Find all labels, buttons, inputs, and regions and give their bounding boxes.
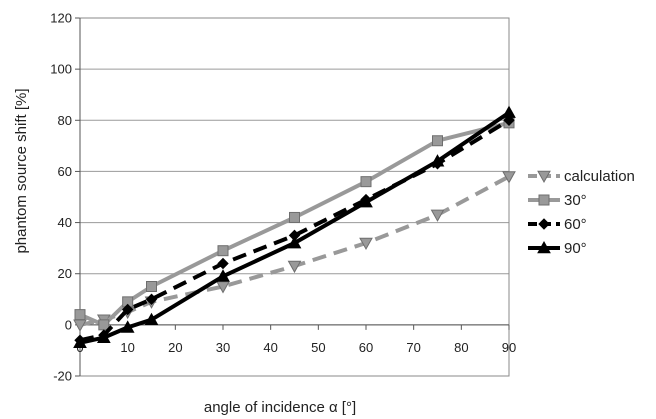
legend-marker: [538, 194, 550, 206]
series-line: [79, 120, 510, 327]
data-point: [430, 154, 445, 167]
x-tick-label: 30: [216, 340, 230, 355]
y-tick-label: 20: [58, 266, 72, 281]
y-tick-label: 0: [65, 317, 72, 332]
data-point: [287, 260, 302, 274]
x-axis-title: angle of incidence α [°]: [204, 399, 356, 416]
data-point: [359, 195, 373, 208]
data-point: [74, 309, 86, 321]
x-tick-label: 50: [311, 340, 325, 355]
data-point: [430, 209, 445, 222]
legend-item: 30°: [528, 192, 587, 209]
data-point: [360, 176, 372, 188]
legend-marker: [537, 240, 551, 254]
legend-item: 90°: [528, 240, 587, 257]
legend-item: calculation: [528, 168, 635, 185]
grid-lines: [80, 17, 509, 326]
series-30°: [74, 117, 515, 331]
x-tick-label: 10: [120, 340, 134, 355]
y-tick-label: 100: [50, 62, 72, 77]
x-tick-label: 70: [406, 340, 420, 355]
data-point: [217, 245, 229, 257]
data-point: [96, 330, 111, 343]
data-point: [289, 211, 300, 223]
data-point: [216, 281, 230, 294]
x-tick-label: 60: [359, 340, 373, 355]
data-point: [216, 269, 230, 282]
x-tick-label: 40: [263, 340, 277, 355]
data-point: [146, 281, 157, 292]
x-tick-label: 80: [454, 340, 468, 355]
data-point: [287, 235, 302, 249]
legend-marker: [538, 218, 550, 230]
data-point: [144, 312, 159, 326]
data-point: [359, 237, 373, 251]
y-tick-label: 120: [50, 11, 72, 26]
series-60°: [74, 114, 515, 346]
data-point: [120, 320, 135, 333]
y-axis-title: phantom source shift [%]: [13, 88, 30, 253]
data-point: [502, 171, 516, 184]
y-tick-labels: -20 0 20 40 60 80 100 120: [50, 11, 72, 384]
series-90°: [73, 105, 516, 349]
legend-label: 90°: [564, 240, 587, 257]
data-point: [121, 303, 134, 316]
legend-label: calculation: [564, 168, 635, 185]
legend-item: 60°: [528, 216, 587, 233]
y-tick-label: 40: [58, 215, 72, 230]
data-point: [73, 335, 87, 349]
data-point: [145, 293, 158, 305]
legend-label: 60°: [564, 216, 587, 233]
series-calculation: [73, 171, 516, 332]
legend: calculation 30° 60° 90°: [528, 168, 635, 257]
x-tick-label: 20: [168, 340, 182, 355]
data-point: [98, 319, 110, 331]
y-tick-label: 60: [58, 164, 72, 179]
data-point: [502, 105, 516, 118]
series-line: [79, 110, 511, 345]
data-point: [432, 135, 443, 147]
legend-label: 30°: [564, 192, 587, 209]
y-tick-label: -20: [53, 369, 72, 384]
y-tick-label: 80: [58, 113, 72, 128]
data-point: [217, 257, 229, 270]
series: [73, 105, 516, 349]
x-tick-label: 90: [502, 340, 516, 355]
legend-marker: [537, 170, 551, 184]
